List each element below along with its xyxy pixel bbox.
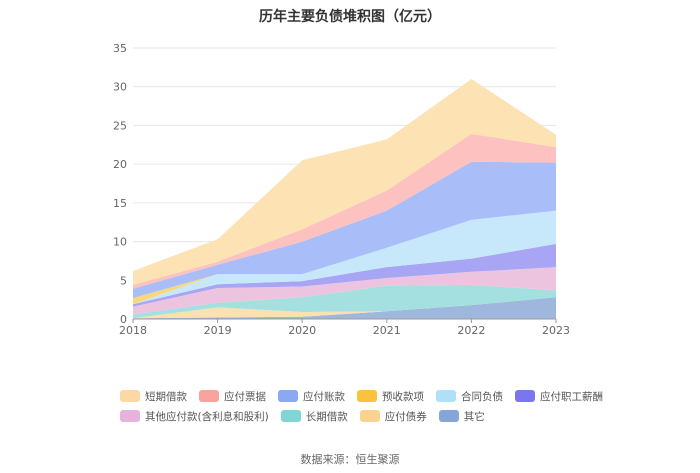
- legend-swatch: [120, 390, 140, 402]
- legend-swatch: [199, 390, 219, 402]
- legend-item[interactable]: 应付票据: [199, 389, 266, 404]
- legend-row: 其他应付款(含利息和股利) 长期借款 应付债券 其它: [120, 406, 590, 426]
- legend-label: 其他应付款(含利息和股利): [145, 410, 269, 423]
- legend-item[interactable]: 预收款项: [357, 389, 424, 404]
- axes: 0 5 10 15 20 25 30 35 2018 2019 2020 2021 2022 2023: [113, 42, 570, 337]
- legend-item[interactable]: 其它: [438, 409, 485, 424]
- y-tick-label: 25: [113, 119, 127, 132]
- x-tick-label: 2022: [457, 324, 485, 337]
- legend-row: 短期借款 应付票据 应付账款 预收款项 合同负债 应付职工薪酬: [120, 386, 603, 406]
- x-tick-label: 2019: [204, 324, 232, 337]
- legend-swatch: [280, 410, 301, 422]
- area-series-应付职工薪酬: [133, 243, 556, 307]
- x-tick-label: 2018: [119, 324, 147, 337]
- legend-label: 合同负债: [461, 390, 503, 403]
- x-tick-label: 2021: [373, 324, 401, 337]
- legend-swatch: [436, 390, 456, 402]
- area-series-应付债券: [133, 297, 556, 319]
- legend-swatch: [515, 390, 535, 402]
- legend-item[interactable]: 长期借款: [280, 409, 348, 424]
- legend-item[interactable]: 应付职工薪酬: [515, 389, 603, 404]
- legend-label: 其它: [463, 410, 485, 423]
- legend-swatch: [359, 410, 380, 422]
- x-tick-label: 2020: [288, 324, 316, 337]
- y-tick-label: 30: [113, 81, 127, 94]
- x-tick-label: 2023: [542, 324, 570, 337]
- legend-swatch: [120, 410, 140, 422]
- chart-title: 历年主要负债堆积图（亿元）: [259, 9, 441, 25]
- area-series-应付票据: [133, 133, 556, 289]
- legend-item[interactable]: 合同负债: [436, 389, 503, 404]
- area-series-其它: [133, 297, 556, 319]
- legend-label: 预收款项: [382, 390, 424, 403]
- legend-label: 应付职工薪酬: [540, 390, 603, 403]
- legend-label: 应付债券: [384, 410, 427, 423]
- legend-item[interactable]: 应付账款: [278, 389, 345, 404]
- legend-swatch: [357, 390, 377, 402]
- area-series-合同负债: [133, 210, 556, 305]
- y-tick-label: 35: [113, 42, 127, 55]
- legend-swatch: [438, 410, 459, 422]
- y-tick-label: 10: [113, 236, 127, 249]
- legend-label: 短期借款: [145, 390, 187, 403]
- legend-swatch: [278, 390, 298, 402]
- source-note: 数据来源：恒生聚源: [300, 453, 400, 466]
- legend-label: 长期借款: [305, 410, 348, 423]
- area-series-layer: [133, 79, 556, 319]
- legend-label: 应付票据: [224, 390, 266, 403]
- legend-item[interactable]: 其他应付款(含利息和股利): [120, 409, 269, 424]
- legend: 短期借款 应付票据 应付账款 预收款项 合同负债 应付职工薪酬 其他应付款(含利息和股利)…: [120, 386, 603, 426]
- area-series-长期借款: [133, 284, 556, 319]
- area-series-短期借款: [133, 79, 556, 285]
- area-series-其他应付款(含利息和股利): [133, 267, 556, 315]
- y-tick-label: 0: [120, 313, 127, 326]
- area-series-应付账款: [133, 161, 556, 299]
- y-tick-label: 20: [113, 158, 127, 171]
- legend-item[interactable]: 短期借款: [120, 389, 187, 404]
- legend-label: 应付账款: [303, 390, 345, 403]
- y-tick-label: 15: [113, 197, 127, 210]
- y-tick-label: 5: [120, 274, 127, 287]
- legend-item[interactable]: 应付债券: [359, 409, 427, 424]
